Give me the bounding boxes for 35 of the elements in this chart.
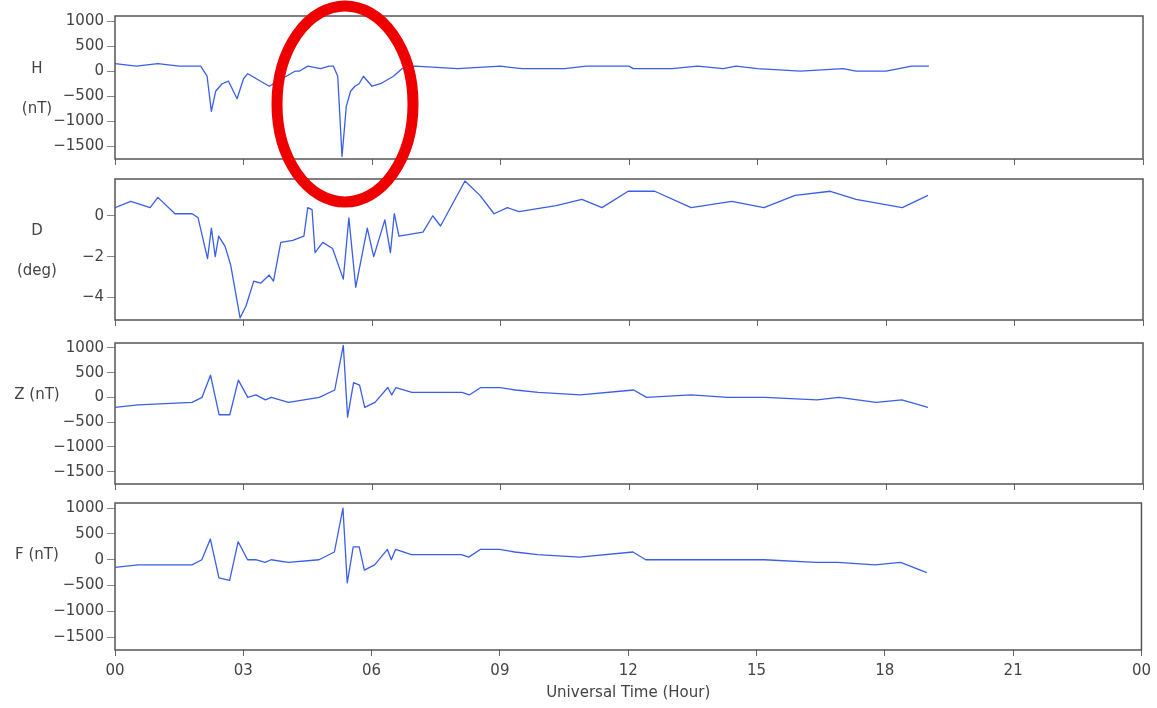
y-tick-label: 500 [75, 36, 104, 54]
y-axis-title: F (nT) [14, 543, 60, 565]
y-axis-title: Z (nT) [14, 383, 60, 405]
y-tick-label: 1000 [65, 498, 104, 517]
y-tick-label: −1500 [53, 461, 104, 480]
y-tick-label: 500 [75, 523, 104, 542]
text: H (nT) [21, 58, 53, 117]
y-tick-label: −500 [62, 86, 104, 105]
x-tick-label: 00 [1131, 660, 1151, 679]
x-axis-title: Universal Time (Hour) [546, 682, 711, 701]
x-tick-label: 03 [233, 660, 253, 679]
y-tick-label: 0 [94, 387, 104, 406]
y-tick-label: 500 [75, 362, 104, 381]
y-tick-label: −2 [81, 246, 104, 265]
y-tick-label: 1000 [65, 337, 104, 356]
y-tick-label: 0 [94, 549, 104, 568]
y-tick-label: −1000 [53, 601, 104, 620]
y-tick-label: −1000 [53, 436, 104, 455]
y-tick-label: −1500 [53, 136, 104, 155]
y-tick-label: −4 [81, 287, 104, 306]
x-tick-label: 00 [105, 660, 125, 679]
x-tick-label: 18 [875, 660, 895, 679]
y-tick-label: −1000 [53, 111, 104, 130]
y-tick-label: −500 [62, 412, 104, 431]
text: D (deg) [17, 220, 57, 279]
y-tick-label: 0 [94, 205, 104, 224]
x-tick-label: 06 [362, 660, 382, 679]
y-tick-label: −1500 [53, 627, 104, 645]
x-tick-label: 15 [746, 660, 767, 679]
y-tick-label: 0 [94, 61, 104, 80]
x-tick-label: 21 [1003, 660, 1023, 679]
y-tick-label: 1000 [65, 10, 104, 29]
x-tick-label: 09 [490, 660, 510, 679]
y-tick-label: −500 [62, 575, 104, 594]
x-tick-label: 12 [618, 660, 638, 679]
